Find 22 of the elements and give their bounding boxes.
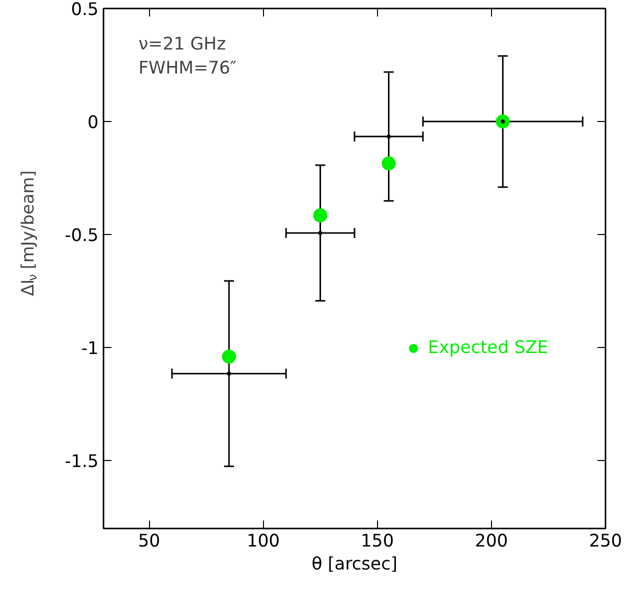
x-tick-label: 100 <box>246 532 280 552</box>
point <box>318 231 322 235</box>
y-tick-label: 0.5 <box>70 0 99 20</box>
point <box>382 156 396 170</box>
y-tick-label: -1 <box>81 339 99 360</box>
point <box>227 372 231 376</box>
point <box>496 114 510 129</box>
x-tick-label: 50 <box>138 532 160 552</box>
annotation: FWHM=76″ <box>138 58 238 78</box>
x-tick-label: 250 <box>588 532 622 552</box>
y-tick-label: 0 <box>87 113 99 134</box>
x-axis-title: θ [arcsec] <box>312 554 398 574</box>
point <box>313 208 328 222</box>
point <box>222 350 236 364</box>
y-axis-title: ΔIν [mJy/beam] <box>18 170 40 296</box>
legend-label: Expected SZE <box>428 338 548 358</box>
annotation: ν=21 GHz <box>138 34 226 54</box>
x-tick-label: 200 <box>474 532 508 552</box>
y-tick-label: -0.5 <box>64 226 98 246</box>
x-tick-label: 150 <box>360 532 394 552</box>
point <box>386 134 391 138</box>
y-tick-label: -1.5 <box>64 452 98 472</box>
